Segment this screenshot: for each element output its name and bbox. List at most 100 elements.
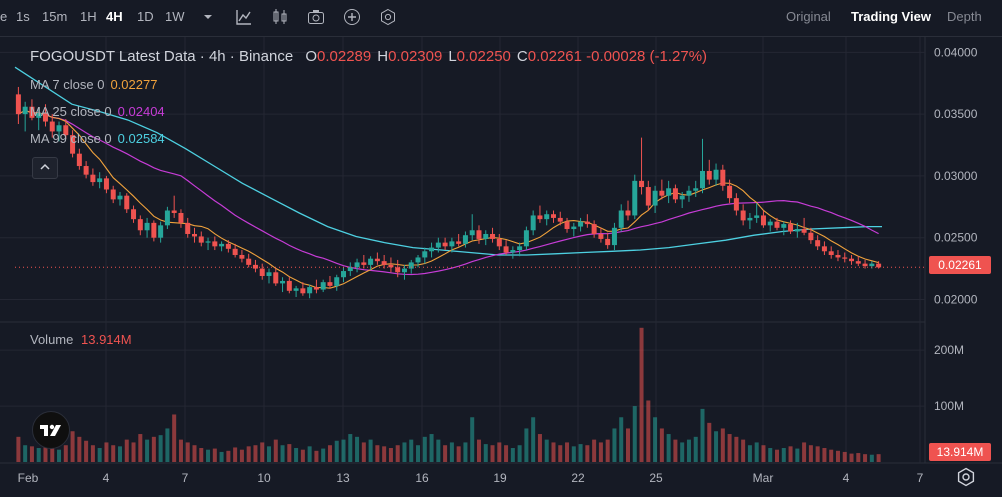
volume-bar bbox=[612, 428, 617, 462]
candle-body bbox=[56, 125, 62, 132]
candle-body bbox=[503, 246, 509, 253]
interval-tab-4h[interactable]: 4H bbox=[106, 9, 123, 24]
candle-body bbox=[239, 254, 245, 259]
candle-body bbox=[462, 235, 468, 244]
candle-body bbox=[178, 212, 184, 223]
volume-bar bbox=[104, 442, 109, 462]
candle-body bbox=[158, 225, 164, 238]
volume-bar bbox=[815, 446, 820, 462]
candle-body bbox=[246, 258, 252, 265]
volume-tick-label: 100M bbox=[934, 399, 964, 413]
candle-body bbox=[855, 261, 861, 264]
interval-tab-1d[interactable]: 1D bbox=[137, 9, 154, 24]
volume-bar bbox=[138, 434, 143, 462]
candle-body bbox=[693, 188, 699, 191]
price-tick-label: 0.02000 bbox=[934, 292, 978, 306]
interval-tab-1s[interactable]: 1s bbox=[16, 9, 30, 24]
candle-body bbox=[212, 241, 218, 247]
symbol-title: FOGOUSDT Latest Data · 4h · Binance bbox=[30, 48, 294, 65]
candle-body bbox=[280, 280, 286, 284]
legend-collapse-button[interactable] bbox=[32, 157, 58, 179]
chevron-down-icon[interactable] bbox=[198, 7, 218, 27]
candle-body bbox=[645, 187, 651, 206]
volume-bar bbox=[321, 448, 326, 462]
candle-body bbox=[788, 224, 794, 232]
volume-bar bbox=[517, 445, 522, 462]
candle-body bbox=[442, 242, 448, 247]
volume-bar bbox=[97, 448, 102, 462]
price-tick-label: 0.03500 bbox=[934, 107, 978, 121]
interval-tab-15m[interactable]: 15m bbox=[42, 9, 68, 24]
volume-bar bbox=[619, 417, 624, 462]
candle-body bbox=[137, 219, 143, 231]
view-tab-trading-view[interactable]: Trading View bbox=[851, 9, 931, 24]
volume-bar bbox=[280, 445, 285, 462]
candle-type-icon[interactable] bbox=[270, 7, 290, 27]
ohlc-values: O0.02289 H0.02309 L0.02250 C0.02261 bbox=[297, 48, 586, 65]
volume-bar bbox=[185, 442, 190, 462]
candle-body bbox=[293, 288, 299, 291]
candle-body bbox=[571, 226, 577, 230]
volume-bar bbox=[849, 453, 854, 462]
price-chart[interactable]: 0.04000 0.03500 0.03000 0.02500 0.02000 200M 1… bbox=[0, 37, 1002, 497]
candle-body bbox=[578, 221, 584, 227]
candle-body bbox=[476, 230, 482, 239]
time-tick-label: 16 bbox=[415, 471, 429, 485]
candle-body bbox=[666, 188, 672, 196]
interval-tab-e[interactable]: e bbox=[0, 9, 8, 24]
interval-tab-1w[interactable]: 1W bbox=[165, 9, 185, 24]
candle-body bbox=[63, 125, 69, 136]
volume-bar bbox=[29, 446, 34, 462]
candle-body bbox=[347, 267, 353, 272]
candle-body bbox=[849, 258, 855, 262]
plus-circle-icon[interactable] bbox=[342, 7, 362, 27]
interval-tab-1h[interactable]: 1H bbox=[80, 9, 97, 24]
chart-settings-icon[interactable] bbox=[955, 466, 977, 488]
candle-body bbox=[517, 246, 523, 251]
candle-body bbox=[401, 268, 407, 273]
settings-cog-icon[interactable] bbox=[378, 7, 398, 27]
volume-bar bbox=[510, 448, 515, 462]
chevron-up-icon bbox=[40, 163, 50, 170]
ma-legend-row-1: MA 7 close 0 0.02277 bbox=[30, 77, 157, 92]
volume-bar bbox=[741, 439, 746, 462]
volume-bar bbox=[151, 436, 156, 462]
candle-body bbox=[354, 262, 360, 268]
candle-body bbox=[307, 287, 313, 294]
price-change: -0.00028 (-1.27%) bbox=[586, 48, 708, 65]
candle-body bbox=[185, 222, 191, 234]
volume-bar bbox=[876, 454, 881, 462]
indicator-icon[interactable] bbox=[234, 7, 254, 27]
volume-bar bbox=[375, 445, 380, 462]
view-tab-original[interactable]: Original bbox=[786, 9, 831, 24]
camera-icon[interactable] bbox=[306, 7, 326, 27]
volume-bar bbox=[16, 436, 21, 462]
volume-bar bbox=[327, 445, 332, 462]
volume-bar bbox=[497, 442, 502, 462]
candle-body bbox=[490, 233, 496, 239]
volume-bar bbox=[795, 448, 800, 462]
volume-bar bbox=[524, 428, 529, 462]
volume-bar bbox=[625, 428, 630, 462]
volume-bar bbox=[605, 439, 610, 462]
candle-body bbox=[313, 287, 319, 290]
volume-bar bbox=[788, 446, 793, 462]
volume-bar bbox=[348, 434, 353, 462]
volume-bar bbox=[199, 448, 204, 462]
volume-bar bbox=[653, 417, 658, 462]
ma99-line bbox=[14, 66, 882, 256]
view-tab-depth[interactable]: Depth bbox=[947, 9, 982, 24]
candle-body bbox=[781, 224, 787, 228]
volume-bar bbox=[416, 445, 421, 462]
candle-body bbox=[754, 215, 760, 218]
ma-label: MA 99 close 0 bbox=[30, 131, 112, 146]
candle-body bbox=[36, 112, 42, 118]
candle-body bbox=[550, 214, 556, 218]
volume-bar bbox=[36, 448, 41, 462]
candle-body bbox=[273, 272, 279, 284]
volume-bar bbox=[571, 446, 576, 462]
volume-bar bbox=[43, 442, 48, 462]
volume-bar bbox=[802, 442, 807, 462]
candle-body bbox=[415, 257, 421, 263]
tradingview-logo[interactable] bbox=[32, 411, 70, 449]
